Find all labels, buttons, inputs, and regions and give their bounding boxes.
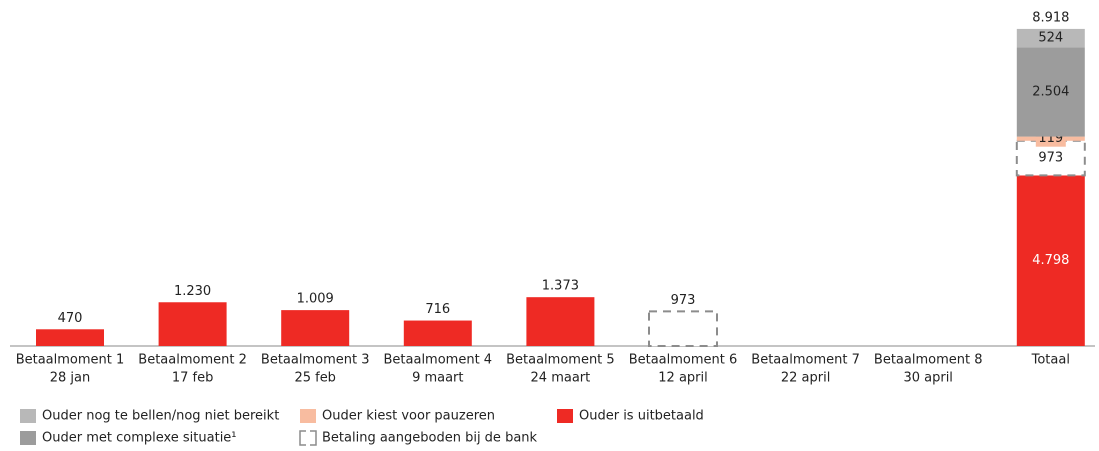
bar-segment xyxy=(36,329,104,346)
x-tick-label: 25 feb xyxy=(294,371,336,386)
value-label: 973 xyxy=(671,293,696,308)
legend-label: Betaling aangeboden bij de bank xyxy=(322,431,538,446)
x-tick-label: 12 april xyxy=(658,371,707,386)
x-tick-label: 17 feb xyxy=(172,371,214,386)
legend-swatch xyxy=(299,430,317,446)
value-label: 1.230 xyxy=(174,284,211,299)
x-tick-label: Betaalmoment 4 xyxy=(384,353,493,368)
legend-swatch xyxy=(20,409,36,423)
x-tick-label: Betaalmoment 1 xyxy=(16,353,125,368)
value-label: 2.504 xyxy=(1032,85,1069,100)
bar-segment xyxy=(281,310,350,346)
bar-segment xyxy=(1016,47,1085,137)
bar-segment xyxy=(1016,28,1085,48)
legend-label: Ouder kiest voor pauzeren xyxy=(322,409,495,424)
legend-label: Ouder is uitbetaald xyxy=(579,409,704,424)
x-tick-label: Betaalmoment 8 xyxy=(874,353,983,368)
legend-swatch xyxy=(300,409,316,423)
x-tick-label: 30 april xyxy=(903,371,952,386)
x-tick-label: Betaalmoment 2 xyxy=(138,353,247,368)
bar-segment xyxy=(648,310,718,348)
bar-segment xyxy=(403,320,472,346)
x-tick-label: 22 april xyxy=(781,371,830,386)
bar-segment xyxy=(1016,175,1085,346)
x-tick-label: Betaalmoment 6 xyxy=(629,353,738,368)
total-label: 8.918 xyxy=(1032,10,1069,25)
x-tick-label: Betaalmoment 3 xyxy=(261,353,370,368)
value-label: 1.009 xyxy=(297,292,334,307)
x-tick-label: Betaalmoment 7 xyxy=(751,353,860,368)
x-tick-label: Totaal xyxy=(1031,353,1070,368)
legend-label: Ouder nog te bellen/nog niet bereikt xyxy=(42,409,279,424)
value-label: 1.373 xyxy=(542,279,579,294)
legend-swatch xyxy=(20,431,36,445)
value-label: 973 xyxy=(1038,151,1063,166)
value-label: 470 xyxy=(58,311,83,326)
x-tick-label: 28 jan xyxy=(50,371,91,386)
x-tick-label: Betaalmoment 5 xyxy=(506,353,615,368)
x-tick-label: 24 maart xyxy=(531,371,591,386)
value-label: 524 xyxy=(1038,31,1063,46)
x-tick-label: 9 maart xyxy=(412,371,463,386)
legend-label: Ouder met complexe situatie¹ xyxy=(42,431,237,446)
bar-segment xyxy=(526,297,595,346)
value-label: 716 xyxy=(425,302,450,317)
legend-swatch xyxy=(557,409,573,423)
bar-segment xyxy=(158,302,227,346)
value-label: 4.798 xyxy=(1032,253,1069,268)
